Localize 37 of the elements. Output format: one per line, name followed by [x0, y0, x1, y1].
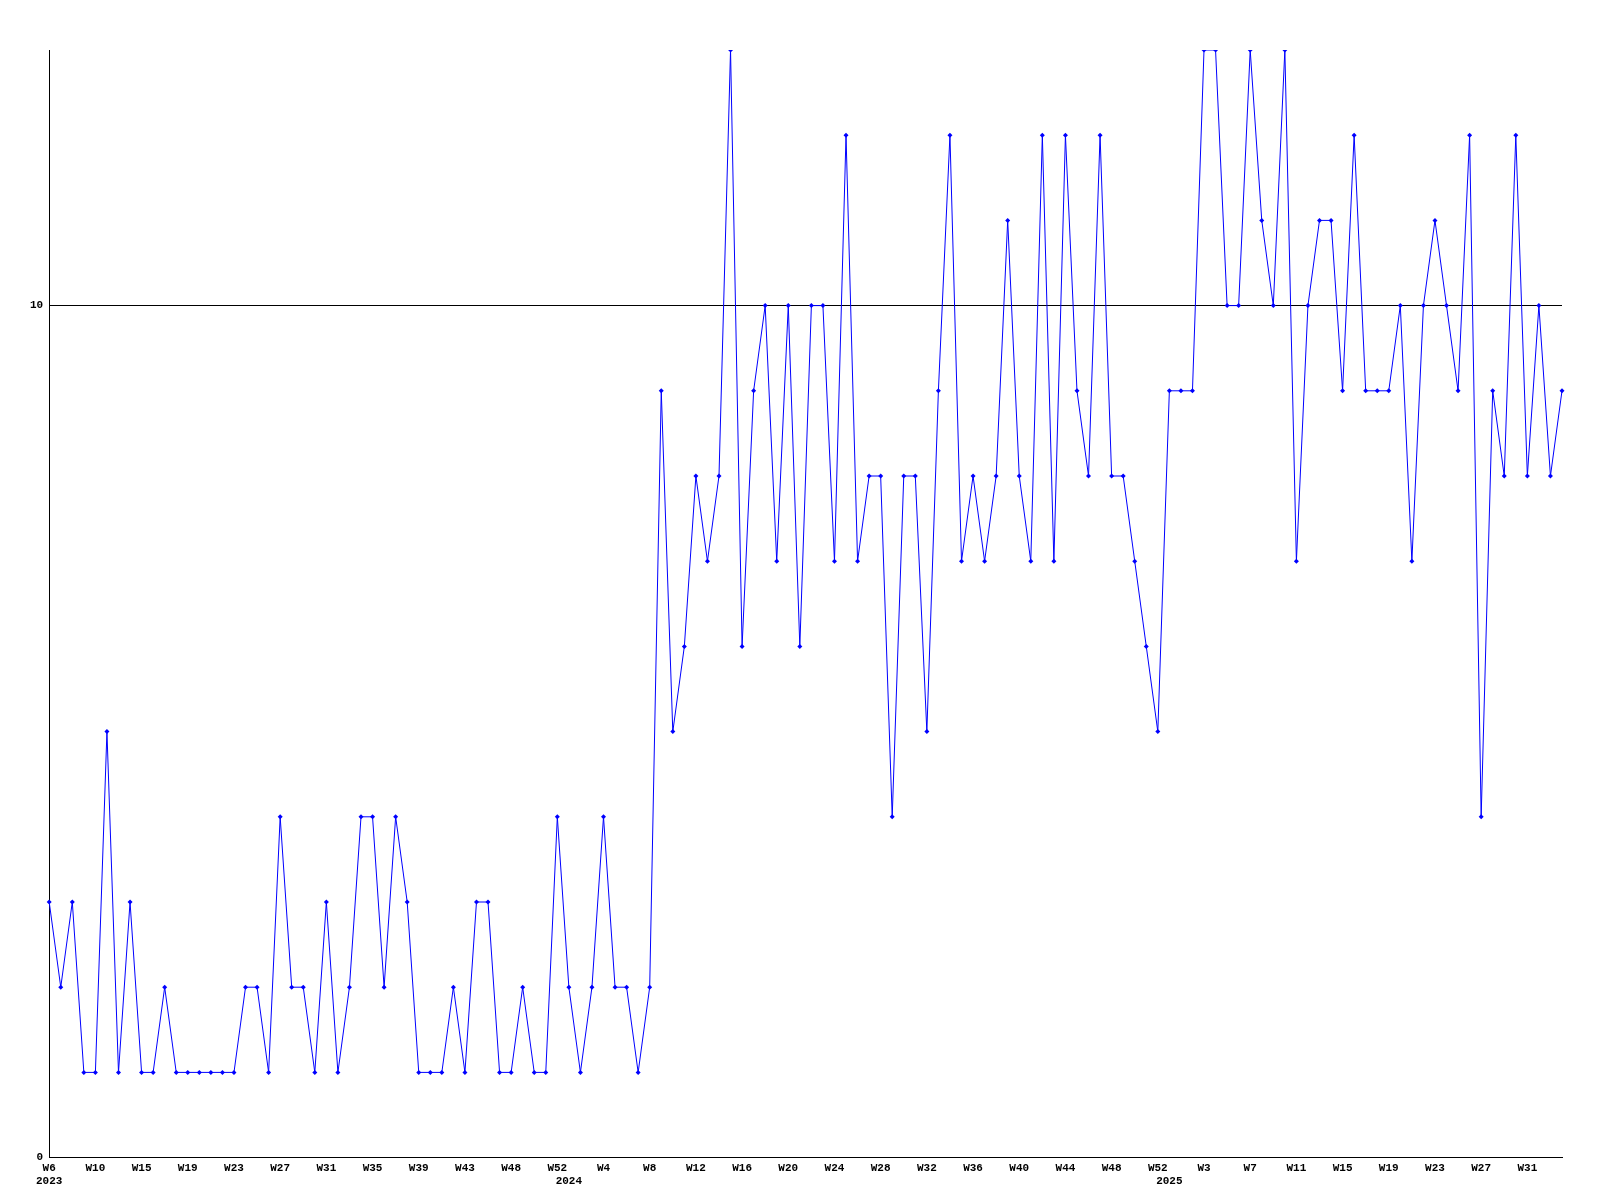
x-tick-label: W52 — [1147, 1161, 1168, 1174]
x-tick-label: W39 — [408, 1161, 429, 1174]
x-tick-label: W24 — [824, 1161, 845, 1174]
x-tick-label: W31 — [316, 1161, 337, 1174]
x-tick-label: W28 — [870, 1161, 891, 1174]
x-tick-label: W27 — [1471, 1161, 1492, 1174]
x-tick-label: 2025 — [1156, 1175, 1183, 1188]
x-tick-label: W43 — [455, 1161, 476, 1174]
x-tick-label: W10 — [85, 1161, 106, 1174]
x-tick-label: W4 — [596, 1161, 611, 1174]
x-tick-label: W15 — [131, 1161, 152, 1174]
x-tick-label: W48 — [1101, 1161, 1122, 1174]
x-tick-label: W27 — [270, 1161, 291, 1174]
x-tick-label: W8 — [643, 1161, 657, 1174]
x-tick-label: W40 — [1009, 1161, 1030, 1174]
x-tick-label: W15 — [1332, 1161, 1353, 1174]
x-tick-label: W3 — [1197, 1161, 1212, 1174]
x-tick-label: W23 — [224, 1161, 245, 1174]
y-tick-label: 0 — [36, 1151, 44, 1164]
x-tick-label: W48 — [501, 1161, 522, 1174]
x-tick-label: W32 — [916, 1161, 937, 1174]
x-tick-label: W16 — [732, 1161, 752, 1174]
x-tick-label: W36 — [963, 1161, 983, 1174]
x-tick-label: W11 — [1286, 1161, 1307, 1174]
x-tick-label: W52 — [547, 1161, 568, 1174]
x-tick-label: W23 — [1425, 1161, 1446, 1174]
x-tick-label: W44 — [1055, 1161, 1076, 1174]
x-tick-label: W20 — [778, 1161, 799, 1174]
x-tick-label: W19 — [1378, 1161, 1399, 1174]
x-tick-label: W31 — [1517, 1161, 1538, 1174]
x-tick-label: W6 2023 — [36, 1161, 63, 1188]
x-tick-label: W7 — [1243, 1161, 1257, 1174]
x-tick-label: 2024 — [555, 1175, 583, 1188]
x-tick-label: W35 — [362, 1161, 383, 1174]
x-tick-label: W19 — [177, 1161, 198, 1174]
x-tick-label: W12 — [685, 1161, 706, 1174]
y-tick-label: 10 — [30, 299, 44, 312]
